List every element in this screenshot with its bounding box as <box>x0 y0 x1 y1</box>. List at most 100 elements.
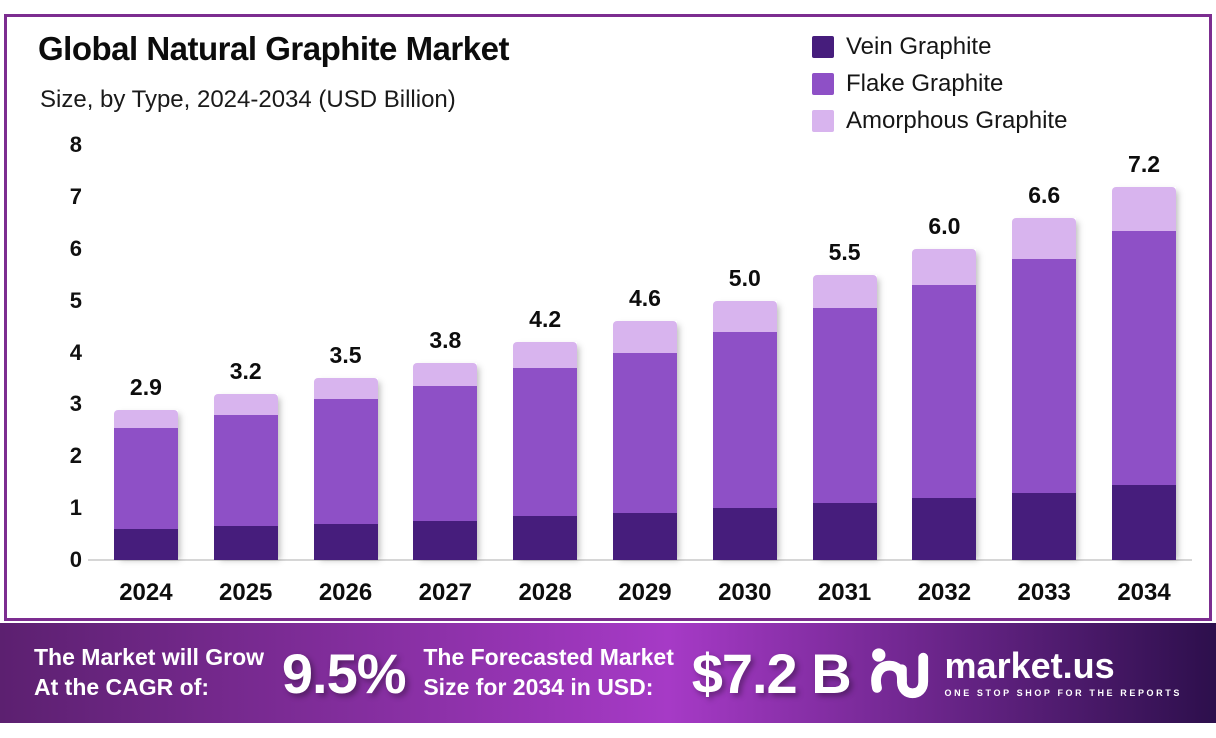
y-tick-label: 6 <box>69 235 82 261</box>
y-tick-label: 7 <box>69 183 82 209</box>
bar-segment-amorphous-graphite <box>712 300 777 332</box>
bar-stack <box>612 321 677 560</box>
y-tick-label: 2 <box>69 443 82 469</box>
bar-stack <box>912 248 977 560</box>
bar-stack <box>712 300 777 560</box>
legend-item: Amorphous Graphite <box>812 107 1067 135</box>
bar-segment-vein-graphite <box>1012 492 1077 560</box>
chart-title: Global Natural Graphite Market <box>38 30 509 67</box>
market-us-wordmark: market.us <box>944 645 1115 686</box>
cagr-label-line1: The Market will Grow <box>34 644 265 671</box>
x-tick-label: 2030 <box>718 579 772 606</box>
bar-column: 6.0 2032 <box>895 145 995 606</box>
legend-item: Vein Graphite <box>812 33 1067 61</box>
cagr-value: 9.5% <box>281 641 407 705</box>
bar-total-label: 4.6 <box>628 285 661 312</box>
bar-segment-vein-graphite <box>313 523 378 560</box>
bar-segment-vein-graphite <box>912 497 977 560</box>
bar-segment-vein-graphite <box>213 526 278 560</box>
x-tick-label: 2029 <box>618 579 672 606</box>
market-us-wordmark-block: market.us ONE STOP SHOP FOR THE REPORTS <box>944 645 1182 699</box>
bar-total-label: 6.0 <box>928 212 961 239</box>
bar-segment-flake-graphite <box>513 368 578 516</box>
bar-column: 3.8 2027 <box>395 145 495 606</box>
x-tick-label: 2034 <box>1117 579 1171 606</box>
legend-item-label: Vein Graphite <box>846 33 992 60</box>
bar-segment-amorphous-graphite <box>213 394 278 415</box>
y-tick-label: 5 <box>69 287 82 313</box>
legend-item-label: Amorphous Graphite <box>846 107 1068 134</box>
bar-segment-flake-graphite <box>1112 230 1177 485</box>
x-tick-label: 2033 <box>1017 579 1071 606</box>
y-tick-label: 1 <box>69 495 82 521</box>
cagr-label: The Market will Grow At the CAGR of: <box>34 643 264 703</box>
bar-column: 4.2 2028 <box>495 145 595 606</box>
bar-segment-vein-graphite <box>513 515 578 560</box>
bar-segment-amorphous-graphite <box>612 321 677 353</box>
bar-segment-flake-graphite <box>812 308 877 503</box>
bar-segment-flake-graphite <box>712 331 777 509</box>
bar-column: 5.5 2031 <box>795 145 895 606</box>
bar-column: 2.9 2024 <box>96 145 196 606</box>
bar-segment-amorphous-graphite <box>1112 186 1177 231</box>
legend-swatch-icon <box>812 36 834 58</box>
bar-total-label: 3.8 <box>429 326 462 353</box>
legend-item: Flake Graphite <box>812 70 1067 98</box>
bar-total-label: 3.2 <box>229 358 262 384</box>
bar-segment-amorphous-graphite <box>113 409 178 428</box>
y-tick-label: 3 <box>69 391 82 417</box>
bar-stack <box>1112 186 1177 560</box>
bar-segment-vein-graphite <box>413 521 478 560</box>
bar-segment-vein-graphite <box>113 528 178 560</box>
bar-segment-vein-graphite <box>812 502 877 560</box>
y-tick-label: 8 <box>69 132 82 157</box>
bar-segment-amorphous-graphite <box>513 342 578 369</box>
bar-column: 3.5 2026 <box>296 145 396 606</box>
bar-segment-flake-graphite <box>413 386 478 522</box>
x-tick-label: 2031 <box>817 579 872 606</box>
legend-item-label: Flake Graphite <box>846 70 1004 97</box>
x-tick-label: 2028 <box>518 579 572 606</box>
chart-frame <box>4 14 1212 621</box>
legend-swatch-icon <box>812 73 834 95</box>
bar-segment-amorphous-graphite <box>1012 217 1077 260</box>
bar-column: 6.6 2033 <box>994 145 1094 606</box>
forecast-label-line2: Size for 2034 in USD: <box>423 674 654 700</box>
bar-column: 3.2 2025 <box>196 145 296 606</box>
bar-segment-flake-graphite <box>113 427 178 529</box>
bar-stack <box>213 394 278 560</box>
bar-total-label: 4.2 <box>529 306 562 333</box>
bar-total-label: 7.2 <box>1128 150 1161 177</box>
market-us-logo-icon <box>869 641 933 706</box>
bar-total-label: 6.6 <box>1028 181 1061 208</box>
forecast-value: $7.2 B <box>691 641 852 705</box>
market-us-tagline: ONE STOP SHOP FOR THE REPORTS <box>944 688 1182 698</box>
forecast-label-line1: The Forecasted Market <box>423 644 674 671</box>
bar-total-label: 2.9 <box>129 373 162 400</box>
x-tick-label: 2027 <box>418 579 473 606</box>
bar-stack <box>313 378 378 560</box>
x-tick-label: 2032 <box>917 579 972 606</box>
bar-column: 5.0 2030 <box>695 145 795 606</box>
bar-segment-amorphous-graphite <box>413 362 478 387</box>
bar-segment-vein-graphite <box>712 508 777 560</box>
bar-segment-flake-graphite <box>912 285 977 498</box>
market-us-logo: market.us ONE STOP SHOP FOR THE REPORTS <box>869 641 1182 706</box>
bar-stack <box>113 409 178 560</box>
y-axis: 0 1 2 3 4 5 6 7 8 <box>0 132 82 572</box>
bar-total-label: 5.5 <box>828 238 861 265</box>
bar-stack <box>413 362 478 560</box>
y-tick-label: 0 <box>69 547 82 572</box>
x-tick-label: 2026 <box>318 579 373 606</box>
bar-segment-flake-graphite <box>213 414 278 527</box>
bar-total-label: 3.5 <box>329 342 362 369</box>
bar-segment-amorphous-graphite <box>313 378 378 400</box>
bar-column: 4.6 2029 <box>595 145 695 606</box>
x-tick-label: 2024 <box>119 579 173 606</box>
legend-swatch-icon <box>812 110 834 132</box>
forecast-label: The Forecasted Market Size for 2034 in U… <box>423 643 674 703</box>
bar-segment-amorphous-graphite <box>912 248 977 286</box>
bars-row: 2.9 2024 3.2 2025 3.5 2026 3.8 2027 4.2 2028 4.6 20… <box>96 145 1194 606</box>
footer-banner: The Market will Grow At the CAGR of: 9.5… <box>0 623 1216 723</box>
bar-segment-flake-graphite <box>612 352 677 514</box>
